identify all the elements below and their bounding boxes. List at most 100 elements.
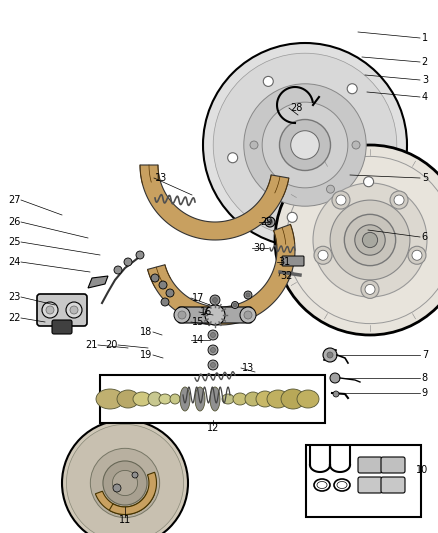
FancyBboxPatch shape [358, 457, 382, 473]
Polygon shape [148, 224, 295, 325]
Circle shape [330, 373, 340, 383]
Circle shape [211, 362, 215, 367]
Circle shape [42, 302, 58, 318]
Polygon shape [95, 491, 155, 514]
Circle shape [244, 84, 366, 206]
Text: 29: 29 [260, 217, 272, 227]
Circle shape [364, 177, 374, 187]
Text: 30: 30 [253, 243, 265, 253]
Text: 11: 11 [119, 515, 131, 525]
Text: 3: 3 [422, 75, 428, 85]
Circle shape [326, 185, 335, 193]
Text: 21: 21 [85, 340, 97, 350]
Circle shape [390, 191, 408, 209]
Text: 22: 22 [8, 313, 21, 323]
Ellipse shape [233, 393, 247, 405]
Circle shape [46, 306, 54, 314]
Text: 17: 17 [192, 293, 205, 303]
Circle shape [151, 274, 159, 282]
Text: 27: 27 [8, 195, 21, 205]
Text: 13: 13 [155, 173, 167, 183]
Circle shape [275, 145, 438, 335]
Circle shape [213, 53, 397, 237]
Ellipse shape [117, 390, 139, 408]
Circle shape [287, 212, 297, 222]
Ellipse shape [159, 394, 171, 404]
Polygon shape [100, 375, 325, 423]
Circle shape [246, 293, 250, 297]
Circle shape [333, 391, 339, 397]
Ellipse shape [297, 390, 319, 408]
FancyBboxPatch shape [358, 477, 382, 493]
Circle shape [318, 251, 328, 260]
Circle shape [412, 251, 422, 260]
Circle shape [314, 246, 332, 264]
Polygon shape [109, 472, 156, 514]
Circle shape [67, 424, 184, 533]
Circle shape [228, 153, 238, 163]
Circle shape [336, 195, 346, 205]
FancyBboxPatch shape [37, 294, 87, 326]
Circle shape [114, 266, 122, 274]
Text: 25: 25 [8, 237, 21, 247]
Text: 7: 7 [422, 350, 428, 360]
Circle shape [327, 352, 333, 358]
Text: 18: 18 [140, 327, 152, 337]
Polygon shape [88, 276, 108, 288]
Text: 19: 19 [140, 350, 152, 360]
Circle shape [159, 281, 167, 289]
Circle shape [265, 217, 275, 227]
FancyBboxPatch shape [52, 320, 72, 334]
Circle shape [203, 43, 407, 247]
Text: 1: 1 [422, 33, 428, 43]
FancyBboxPatch shape [178, 307, 252, 323]
Circle shape [408, 246, 426, 264]
Circle shape [323, 348, 337, 362]
Text: 24: 24 [8, 257, 21, 267]
Circle shape [276, 185, 283, 193]
Text: 5: 5 [422, 173, 428, 183]
Circle shape [212, 297, 218, 303]
Circle shape [233, 303, 237, 307]
Text: 14: 14 [192, 335, 204, 345]
Circle shape [394, 195, 404, 205]
FancyBboxPatch shape [282, 256, 304, 266]
Text: 9: 9 [422, 388, 428, 398]
Circle shape [208, 345, 218, 355]
Ellipse shape [195, 387, 205, 411]
Circle shape [62, 420, 188, 533]
Text: 10: 10 [416, 465, 428, 475]
FancyBboxPatch shape [381, 457, 405, 473]
Circle shape [355, 225, 385, 255]
Ellipse shape [170, 394, 180, 404]
Text: 15: 15 [192, 317, 205, 327]
Circle shape [205, 305, 225, 325]
Polygon shape [140, 165, 289, 240]
Text: 12: 12 [207, 423, 219, 433]
Circle shape [124, 258, 132, 266]
Circle shape [66, 302, 82, 318]
Circle shape [113, 484, 121, 492]
Circle shape [103, 461, 147, 505]
Circle shape [136, 251, 144, 259]
Text: 16: 16 [200, 307, 212, 317]
Circle shape [332, 191, 350, 209]
Ellipse shape [96, 389, 124, 409]
Ellipse shape [210, 387, 220, 411]
Circle shape [174, 307, 190, 323]
Text: 4: 4 [422, 92, 428, 102]
Circle shape [361, 280, 379, 298]
Circle shape [211, 348, 215, 352]
Circle shape [208, 330, 218, 340]
Circle shape [262, 102, 348, 188]
Text: 32: 32 [280, 271, 293, 281]
Ellipse shape [133, 392, 151, 406]
Text: 20: 20 [105, 340, 117, 350]
Circle shape [166, 289, 174, 297]
Circle shape [362, 232, 378, 248]
Circle shape [330, 200, 410, 280]
Circle shape [161, 298, 169, 306]
Circle shape [263, 76, 273, 86]
Circle shape [178, 311, 186, 319]
Text: 26: 26 [8, 217, 21, 227]
